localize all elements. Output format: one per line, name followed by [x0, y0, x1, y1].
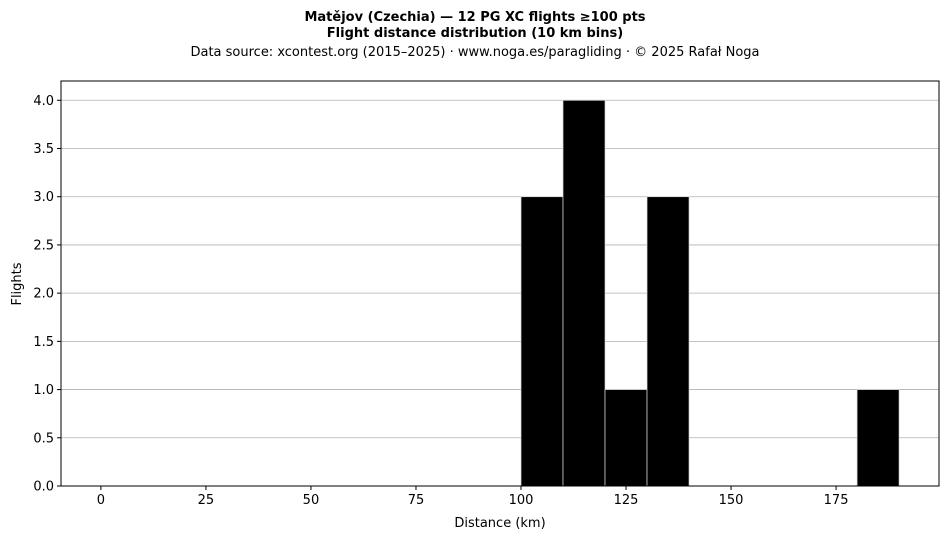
x-tick-label-1: 25 [198, 493, 215, 508]
x-axis-ticks: 0 25 50 75 100 125 150 175 [97, 486, 849, 508]
x-tick-label-6: 150 [719, 493, 744, 508]
histogram-bar-1 [562, 99, 606, 487]
y-tick-label-8: 4.0 [33, 94, 54, 109]
x-tick-label-3: 75 [408, 493, 425, 508]
histogram-bar-3 [646, 196, 690, 487]
x-tick-label-4: 100 [509, 493, 534, 508]
y-tick-label-5: 2.5 [33, 238, 54, 253]
chart-subtitle: Data source: xcontest.org (2015–2025) · … [190, 45, 759, 60]
x-tick-label-0: 0 [97, 493, 105, 508]
y-tick-label-1: 0.5 [33, 431, 54, 446]
histogram-bar-0 [520, 196, 564, 487]
x-tick-label-5: 125 [614, 493, 639, 508]
histogram-bar-2 [604, 389, 648, 487]
y-axis-label: Flights [10, 262, 25, 305]
plot-frame [60, 80, 940, 487]
grid-lines [61, 99, 939, 487]
x-tick-label-7: 175 [824, 493, 849, 508]
chart-title-2: Flight distance distribution (10 km bins… [327, 26, 623, 41]
y-tick-label-3: 1.5 [33, 335, 54, 350]
y-axis-ticks: 0.0 0.5 1.0 1.5 2.0 2.5 3.0 3.5 4.0 [33, 94, 61, 495]
x-tick-label-2: 50 [303, 493, 320, 508]
y-tick-label-4: 2.0 [33, 287, 54, 302]
y-tick-label-0: 0.0 [33, 480, 54, 495]
y-tick-label-7: 3.5 [33, 142, 54, 157]
chart-title: Matějov (Czechia) — 12 PG XC flights ≥10… [304, 10, 645, 25]
bars [520, 99, 900, 487]
y-tick-label-6: 3.0 [33, 190, 54, 205]
histogram-bar-4 [856, 389, 900, 487]
y-tick-label-2: 1.0 [33, 383, 54, 398]
x-axis-label: Distance (km) [454, 516, 545, 531]
